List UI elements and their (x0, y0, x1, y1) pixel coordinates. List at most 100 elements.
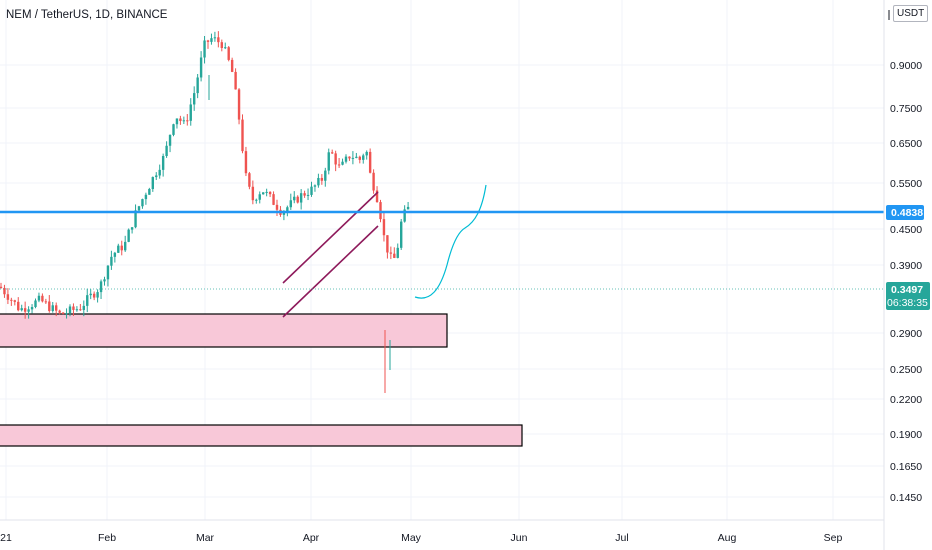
candle-up (127, 229, 130, 242)
candle-down (227, 47, 230, 60)
resistance-price-label: 0.4838 (891, 207, 923, 219)
channel-upper-line (282, 191, 379, 284)
candle-up (306, 194, 310, 196)
price-tick-label: 0.1450 (890, 492, 922, 504)
candle-up (406, 206, 410, 210)
candle-up (265, 191, 268, 193)
time-tick-label: Apr (303, 532, 320, 544)
price-tick-label: 0.2500 (890, 364, 922, 376)
candle-up (224, 47, 227, 49)
candle-down (72, 306, 75, 310)
candle-up (103, 279, 106, 282)
time-tick-label: May (401, 532, 422, 544)
candle-up (213, 37, 217, 39)
candle-up (130, 227, 134, 230)
candle-down (55, 305, 58, 311)
candle-up (400, 221, 403, 248)
candle-down (331, 152, 334, 154)
candle-up (258, 194, 261, 200)
candle-up (51, 305, 54, 312)
candle-up (341, 161, 344, 165)
candle-up (189, 104, 192, 121)
candle-down (206, 40, 210, 42)
candle-up (30, 307, 34, 310)
time-tick-label: Mar (196, 532, 215, 544)
price-tick-label: 0.6500 (890, 138, 922, 150)
candle-down (337, 164, 341, 166)
candle-up (355, 156, 358, 158)
candle-up (37, 295, 41, 301)
last-price-tag (886, 282, 930, 310)
candle-up (113, 252, 117, 257)
candle-up (99, 281, 103, 293)
candle-down (268, 191, 272, 195)
candle-up (262, 192, 265, 195)
candle-up (20, 308, 23, 311)
price-tick-label: 0.3900 (890, 260, 922, 272)
candle-up (117, 245, 120, 253)
candle-up (324, 170, 327, 181)
candle-up (199, 57, 203, 78)
candle-up (351, 157, 355, 159)
candle-up (282, 211, 286, 215)
candle-down (251, 186, 255, 201)
candle-down (237, 89, 241, 120)
drawings (0, 184, 884, 318)
time-tick-label: Sep (824, 532, 843, 544)
candle-down (17, 301, 20, 311)
candle-up (299, 193, 303, 203)
candle-down (375, 190, 379, 203)
candle-up (327, 152, 330, 171)
candle-down (248, 173, 251, 187)
candle-down (234, 71, 237, 90)
candle-down (10, 299, 13, 301)
candle-up (106, 265, 110, 280)
support-zones (0, 313, 523, 447)
candle-down (320, 177, 324, 181)
price-tick-label: 0.4500 (890, 224, 922, 236)
candle-up (155, 175, 158, 178)
candle-down (92, 293, 96, 298)
candle-down (368, 151, 372, 173)
time-tick-label: Aug (718, 532, 737, 544)
price-axis: 0.9000 0.7500 0.6500 0.5500 0.4500 0.3900 0.29… (883, 0, 930, 550)
candle-up (134, 210, 137, 228)
candle-up (65, 313, 68, 315)
candle-up (365, 151, 368, 156)
support-zone-upper (0, 313, 448, 348)
candle-down (296, 196, 299, 203)
candle-down (3, 287, 6, 295)
candle-up (165, 145, 168, 156)
candle-down (303, 193, 306, 196)
currency-button[interactable]: USDT (893, 5, 929, 22)
candle-up (68, 306, 72, 314)
candle-down (217, 37, 220, 43)
candle-down (389, 252, 393, 254)
candle-down (13, 300, 16, 302)
candle-up (82, 305, 85, 310)
candle-up (313, 185, 317, 187)
candle-up (158, 169, 161, 176)
candle-up (344, 156, 348, 162)
support-zone-lower (0, 424, 523, 447)
candle-down (6, 294, 10, 300)
candle-down (186, 120, 189, 122)
channel-lower-line (282, 225, 379, 318)
bar-countdown-label: 06:38:35 (887, 297, 928, 309)
candle-up (27, 309, 30, 312)
candle-down (230, 59, 234, 72)
candle-up (172, 124, 175, 135)
candle-down (44, 301, 48, 303)
candle-up (403, 209, 406, 222)
candles (0, 31, 410, 393)
candle-down (220, 42, 223, 48)
candle-down (48, 301, 51, 312)
candle-up (137, 206, 141, 211)
price-tick-label: 0.2200 (890, 394, 922, 406)
price-tick-label: 0.9000 (890, 60, 922, 72)
last-price-label: 0.3497 (891, 284, 923, 296)
time-tick-label: Jun (511, 532, 528, 544)
price-tick-label: 0.7500 (890, 103, 922, 115)
